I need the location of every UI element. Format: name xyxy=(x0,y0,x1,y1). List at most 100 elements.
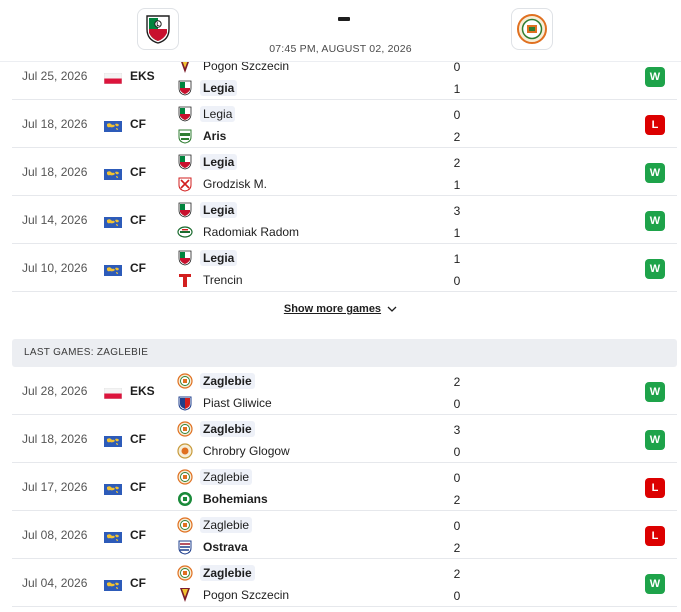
show-more-label: Show more games xyxy=(283,303,382,315)
match-date: Jul 28, 2026 xyxy=(22,384,88,398)
home-team: Pogon Szczecin xyxy=(177,57,292,75)
home-team: Zaglebie xyxy=(177,372,255,390)
home-team: Zaglebie xyxy=(177,516,253,534)
away-score: 1 xyxy=(453,226,461,240)
match-row[interactable]: Jul 25, 2026 EKS Pogon Szczecin Legia 0 1 W xyxy=(12,52,677,100)
home-team-name: Legia xyxy=(200,106,236,122)
zaglebie-crest-icon xyxy=(177,469,193,485)
match-row[interactable]: Jul 18, 2026 CF Legia Aris 0 2 L xyxy=(12,100,677,148)
away-team-name: Bohemians xyxy=(203,492,268,506)
away-team: Grodzisk M. xyxy=(177,175,270,193)
show-more-games-link[interactable]: Show more games xyxy=(0,303,681,315)
home-score: 0 xyxy=(453,519,461,533)
home-team-name: Legia xyxy=(200,154,238,170)
home-team: Zaglebie xyxy=(177,564,255,582)
legia-crest-icon xyxy=(177,202,193,218)
world-flag-icon xyxy=(104,215,122,228)
competition-label: CF xyxy=(130,117,146,131)
chrobry-crest-icon xyxy=(177,443,193,459)
competition-label: CF xyxy=(130,576,146,590)
away-team-name: Grodzisk M. xyxy=(203,177,268,191)
world-flag-icon xyxy=(104,434,122,447)
away-team: Bohemians xyxy=(177,490,271,508)
away-score: 0 xyxy=(453,397,461,411)
home-score: 0 xyxy=(453,60,461,74)
match-row[interactable]: Jul 17, 2026 CF Zaglebie Bohemians 0 2 L xyxy=(12,463,677,511)
match-date: Jul 25, 2026 xyxy=(22,69,88,83)
kickoff-datetime: 07:45 PM, AUGUST 02, 2026 xyxy=(269,43,412,55)
match-date: Jul 08, 2026 xyxy=(22,528,88,542)
aris-crest-icon xyxy=(177,128,193,144)
competition-label: CF xyxy=(130,165,146,179)
home-team: Legia xyxy=(177,105,236,123)
poland-flag-icon xyxy=(103,386,123,400)
legia-crest-icon xyxy=(177,106,193,122)
match-row[interactable]: Jul 14, 2026 CF Legia Radomiak Radom 3 1 W xyxy=(12,196,677,244)
world-flag-icon xyxy=(104,578,122,591)
match-date: Jul 18, 2026 xyxy=(22,432,88,446)
away-team: Radomiak Radom xyxy=(177,223,302,241)
competition-label: CF xyxy=(130,480,146,494)
world-flag-icon xyxy=(104,263,122,276)
match-row[interactable]: Jul 08, 2026 CF Zaglebie Ostrava 0 2 L xyxy=(12,511,677,559)
result-badge: L xyxy=(645,526,665,546)
away-score: 2 xyxy=(453,130,461,144)
world-flag-icon xyxy=(104,530,122,543)
away-team: Chrobry Glogow xyxy=(177,442,293,460)
world-flag-icon xyxy=(104,482,122,495)
bohemians-crest-icon xyxy=(177,491,193,507)
home-score: 2 xyxy=(453,375,461,389)
svg-text:L: L xyxy=(156,22,159,28)
match-date: Jul 04, 2026 xyxy=(22,576,88,590)
match-date: Jul 17, 2026 xyxy=(22,480,88,494)
competition-label: EKS xyxy=(130,384,155,398)
radomiak-crest-icon xyxy=(177,224,193,240)
result-badge: W xyxy=(645,211,665,231)
competition-label: CF xyxy=(130,213,146,227)
zaglebie-section-header: LAST GAMES: ZAGLEBIE xyxy=(12,339,677,367)
home-score: 3 xyxy=(453,423,461,437)
away-score: 1 xyxy=(453,178,461,192)
result-badge: W xyxy=(645,382,665,402)
legia-crest-icon xyxy=(177,80,193,96)
grodzisk-crest-icon xyxy=(177,176,193,192)
pogon-crest-icon xyxy=(177,58,193,74)
home-team-name: Legia xyxy=(200,202,238,218)
away-team: Legia xyxy=(177,79,238,97)
away-team-logo[interactable] xyxy=(511,8,553,50)
match-row[interactable]: Jul 18, 2026 CF Legia Grodzisk M. 2 1 W xyxy=(12,148,677,196)
legia-last-games-list: Jul 25, 2026 EKS Pogon Szczecin Legia 0 1 W Jul… xyxy=(12,52,677,292)
home-team-name: Zaglebie xyxy=(200,421,255,437)
home-team: Legia xyxy=(177,201,238,219)
home-team-name: Legia xyxy=(200,250,238,266)
away-team-name: Chrobry Glogow xyxy=(203,444,290,458)
away-team-name: Pogon Szczecin xyxy=(203,588,290,602)
match-row[interactable]: Jul 10, 2026 CF Legia Trencin 1 0 W xyxy=(12,244,677,292)
match-date: Jul 14, 2026 xyxy=(22,213,88,227)
competition-label: EKS xyxy=(130,69,155,83)
home-team-name: Zaglebie xyxy=(200,373,255,389)
away-team-name: Radomiak Radom xyxy=(203,225,300,239)
result-badge: L xyxy=(645,115,665,135)
result-badge: W xyxy=(645,259,665,279)
home-team: Legia xyxy=(177,249,238,267)
away-score: 0 xyxy=(453,445,461,459)
match-row[interactable]: Jul 18, 2026 CF Zaglebie Chrobry Glogow 3 0 W xyxy=(12,415,677,463)
away-team-name: Legia xyxy=(200,80,238,96)
world-flag-icon xyxy=(104,119,122,132)
home-team-name: Zaglebie xyxy=(200,469,253,485)
legia-crest-icon: L xyxy=(146,15,170,44)
home-score: 1 xyxy=(453,252,461,266)
pogon-crest-icon xyxy=(177,587,193,603)
home-team: Zaglebie xyxy=(177,420,255,438)
home-score: 0 xyxy=(453,471,461,485)
away-team-name: Ostrava xyxy=(203,540,248,554)
competition-label: CF xyxy=(130,261,146,275)
legia-crest-icon xyxy=(177,154,193,170)
away-team: Aris xyxy=(177,127,229,145)
home-team-logo[interactable]: L xyxy=(137,8,179,50)
home-score: 3 xyxy=(453,204,461,218)
match-row[interactable]: Jul 28, 2026 EKS Zaglebie Piast Gliwice 2 0 W xyxy=(12,367,677,415)
home-score: 0 xyxy=(453,108,461,122)
match-row[interactable]: Jul 04, 2026 CF Zaglebie Pogon Szczecin 2 0 W xyxy=(12,559,677,607)
